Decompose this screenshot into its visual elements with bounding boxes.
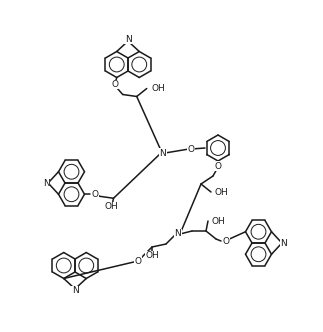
Text: O: O <box>214 161 222 171</box>
Text: OH: OH <box>152 84 165 93</box>
Text: O: O <box>187 144 194 153</box>
Text: OH: OH <box>212 216 226 225</box>
Text: O: O <box>111 80 118 89</box>
Text: N: N <box>125 35 131 43</box>
Text: N: N <box>160 148 166 157</box>
Text: N: N <box>175 229 182 238</box>
Text: N: N <box>280 238 287 247</box>
Text: OH: OH <box>215 188 229 197</box>
Text: O: O <box>223 236 230 245</box>
Text: O: O <box>134 257 141 266</box>
Text: N: N <box>72 287 78 295</box>
Text: O: O <box>91 190 99 199</box>
Text: OH: OH <box>105 202 118 211</box>
Text: OH: OH <box>145 251 159 260</box>
Text: N: N <box>43 179 49 188</box>
